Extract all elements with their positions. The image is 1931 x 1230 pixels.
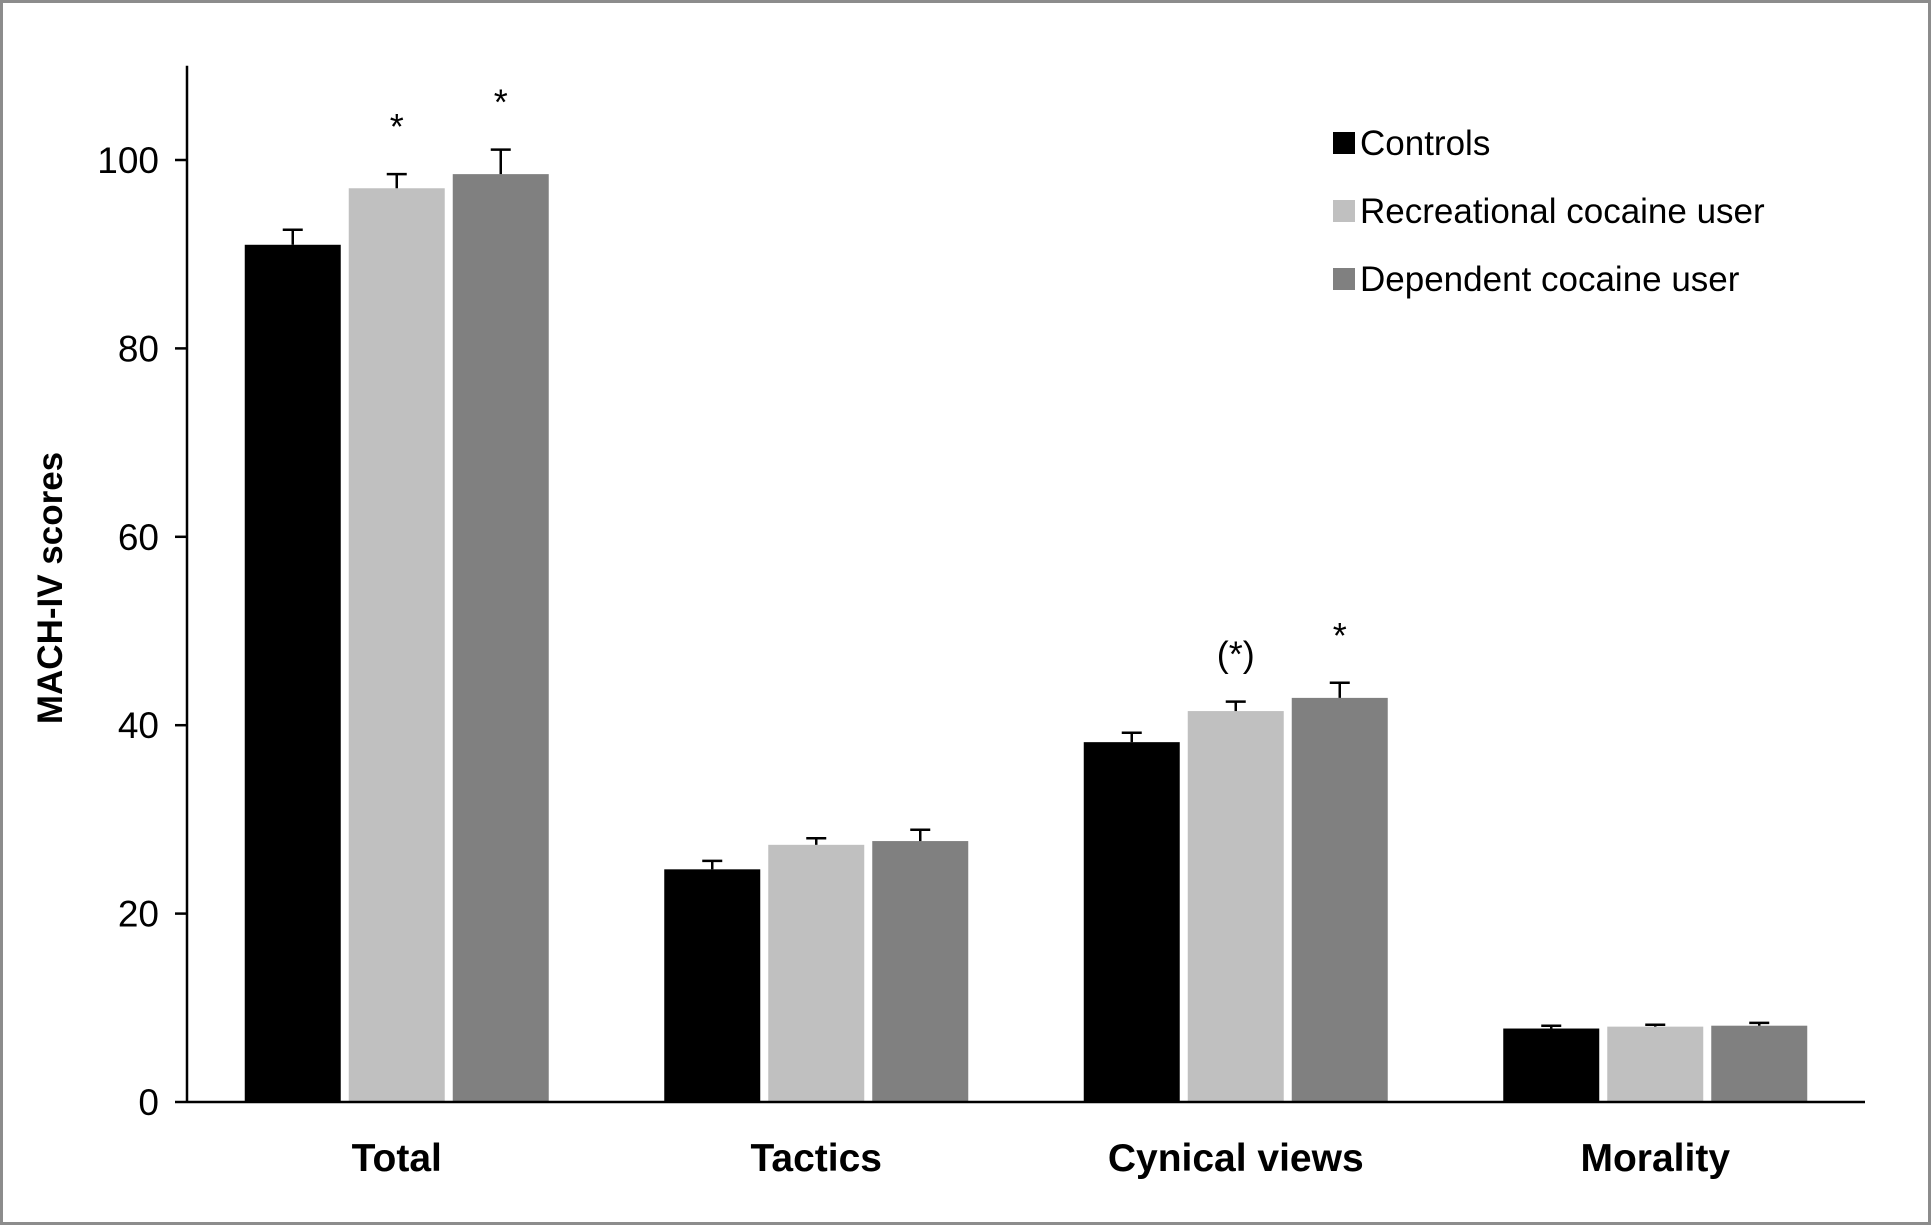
significance-marker: (*) (1217, 634, 1255, 675)
y-tick-label: 100 (97, 140, 159, 181)
bar (664, 869, 761, 1102)
bar (872, 841, 969, 1102)
x-tick-label: Tactics (750, 1137, 882, 1180)
significance-marker: * (390, 106, 404, 147)
bar (1607, 1026, 1704, 1102)
axes-layer: 0 20 40 60 80 100 Total Tactics Cynical views Mor… (97, 65, 1865, 1180)
x-tick-label: Morality (1580, 1137, 1730, 1180)
legend-swatch (1333, 200, 1355, 222)
bar (768, 844, 865, 1102)
bar (1083, 742, 1180, 1102)
y-tick-label: 20 (118, 894, 159, 935)
y-tick-label: 60 (118, 517, 159, 558)
y-axis-title: MACH-IV scores (31, 452, 70, 724)
x-tick-label: Cynical views (1108, 1137, 1364, 1180)
x-tick-label: Total (352, 1137, 442, 1180)
y-tick-label: 80 (118, 328, 159, 369)
bar (1291, 697, 1388, 1102)
significance-marker: * (1333, 615, 1347, 656)
bar (1503, 1028, 1600, 1102)
bar (452, 174, 549, 1102)
y-tick-label: 40 (118, 705, 159, 746)
bar (1711, 1025, 1808, 1102)
y-tick-label: 0 (138, 1082, 159, 1123)
legend-label: Controls (1360, 124, 1490, 163)
legend: Controls Recreational cocaine user Depende… (1333, 124, 1765, 299)
legend-label: Dependent cocaine user (1360, 260, 1740, 299)
significance-marker: * (494, 82, 508, 123)
bar (244, 244, 341, 1102)
legend-swatch (1333, 132, 1355, 154)
bars-layer: * * (*) * (244, 82, 1808, 1102)
bar (1187, 711, 1284, 1102)
legend-label: Recreational cocaine user (1360, 192, 1765, 231)
legend-swatch (1333, 268, 1355, 290)
bar (348, 188, 445, 1102)
